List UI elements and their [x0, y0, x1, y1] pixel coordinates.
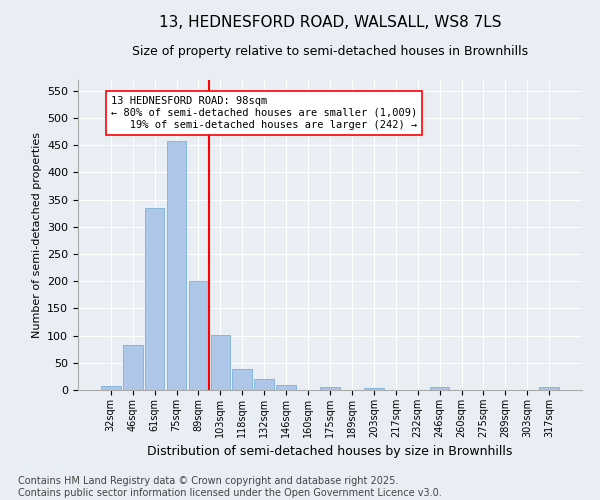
Text: 13 HEDNESFORD ROAD: 98sqm
← 80% of semi-detached houses are smaller (1,009)
   1: 13 HEDNESFORD ROAD: 98sqm ← 80% of semi-…	[111, 96, 417, 130]
Bar	[364, 388, 384, 390]
Text: Contains HM Land Registry data © Crown copyright and database right 2025.
Contai: Contains HM Land Registry data © Crown c…	[18, 476, 442, 498]
Y-axis label: Number of semi-detached properties: Number of semi-detached properties	[32, 132, 41, 338]
Bar	[123, 346, 143, 390]
Bar	[539, 388, 559, 390]
Bar	[211, 335, 230, 390]
Bar	[167, 142, 187, 390]
Bar	[145, 208, 164, 390]
Bar	[232, 370, 252, 390]
Bar	[254, 379, 274, 390]
Bar	[101, 386, 121, 390]
Bar	[430, 388, 449, 390]
X-axis label: Distribution of semi-detached houses by size in Brownhills: Distribution of semi-detached houses by …	[148, 446, 512, 458]
Bar	[320, 386, 340, 390]
Bar	[276, 385, 296, 390]
Text: Size of property relative to semi-detached houses in Brownhills: Size of property relative to semi-detach…	[132, 45, 528, 58]
Text: 13, HEDNESFORD ROAD, WALSALL, WS8 7LS: 13, HEDNESFORD ROAD, WALSALL, WS8 7LS	[159, 15, 501, 30]
Bar	[188, 281, 208, 390]
